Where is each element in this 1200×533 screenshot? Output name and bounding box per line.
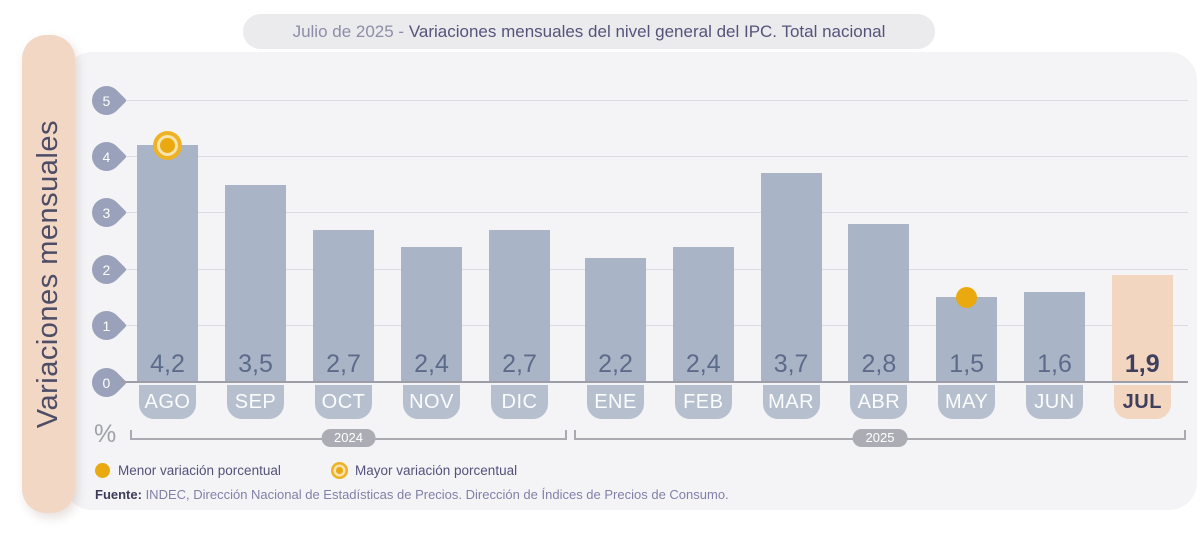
legend-label-max: Mayor variación porcentual [355, 462, 518, 478]
legend-label-min: Menor variación porcentual [118, 462, 281, 478]
month-label-dic: DIC [491, 385, 548, 419]
month-label-nov: NOV [403, 385, 460, 419]
month-label-sep: SEP [227, 385, 284, 419]
gridline-5 [122, 99, 1188, 101]
year-bracket-2024: 2024 [130, 429, 567, 447]
y-tick-label-4: 4 [102, 148, 111, 165]
bar-value-dic: 2,7 [502, 349, 537, 378]
y-tick-3: 3 [85, 192, 128, 234]
bar-value-nov: 2,4 [414, 349, 449, 378]
year-label-2024: 2024 [321, 429, 376, 447]
bar-may: 1,5 [936, 297, 998, 382]
x-axis-line [122, 381, 1188, 383]
source-text: INDEC, Dirección Nacional de Estadística… [141, 487, 729, 502]
gridline-1 [122, 325, 1188, 327]
legend-item-min: Menor variación porcentual [95, 462, 281, 478]
bar-value-jun: 1,6 [1037, 349, 1072, 378]
bar-jun: 1,6 [1024, 291, 1085, 382]
source-label: Fuente: [95, 487, 142, 502]
bar-jul: 1,9 [1111, 274, 1173, 382]
percent-symbol: % [94, 420, 117, 448]
gridline-3 [122, 212, 1188, 214]
month-label-oct: OCT [315, 385, 372, 419]
month-label-jul: JUL [1113, 385, 1171, 419]
bar-value-abr: 2,8 [861, 349, 897, 378]
min-variation-marker [956, 286, 978, 308]
month-label-feb: FEB [674, 385, 732, 419]
title-main: Variaciones mensuales del nivel general … [408, 21, 886, 41]
bar-value-ene: 2,2 [598, 349, 633, 378]
max-variation-legend-icon [336, 466, 343, 474]
bar-value-oct: 2,7 [326, 349, 361, 378]
month-label-may: MAY [938, 385, 996, 419]
year-bracket-2025: 2025 [574, 429, 1186, 447]
year-label-2025: 2025 [852, 429, 908, 447]
y-tick-label-0: 0 [102, 373, 111, 390]
min-variation-legend-icon [95, 462, 110, 478]
month-label-ene: ENE [587, 385, 644, 419]
bar-value-sep: 3,5 [238, 349, 273, 378]
title-period: Julio de 2025 - [292, 21, 409, 41]
bar-sep: 3,5 [225, 184, 286, 382]
y-tick-label-3: 3 [102, 204, 111, 221]
source-note: Fuente: INDEC, Dirección Nacional de Est… [95, 487, 729, 502]
month-label-abr: ABR [850, 385, 908, 419]
chart-title: Julio de 2025 - Variaciones mensuales de… [243, 14, 935, 49]
bar-value-jul: 1,9 [1124, 349, 1160, 378]
legend-item-max: Mayor variación porcentual [332, 462, 517, 478]
y-tick-5: 5 [85, 79, 128, 121]
month-label-ago: AGO [139, 385, 196, 419]
bar-ene: 2,2 [585, 257, 646, 382]
month-label-jun: JUN [1026, 385, 1083, 419]
bar-mar: 3,7 [760, 173, 822, 382]
bar-value-ago: 4,2 [150, 349, 185, 378]
y-tick-label-1: 1 [102, 317, 111, 334]
y-tick-label-5: 5 [102, 91, 111, 108]
bar-dic: 2,7 [489, 229, 550, 382]
bar-value-feb: 2,4 [685, 349, 721, 378]
y-tick-4: 4 [85, 135, 128, 177]
max-variation-marker [160, 137, 175, 153]
bar-value-mar: 3,7 [773, 349, 809, 378]
y-tick-0: 0 [85, 361, 128, 403]
y-tick-2: 2 [85, 248, 128, 290]
gridline-4 [122, 155, 1188, 157]
gridline-2 [122, 268, 1188, 270]
bar-nov: 2,4 [401, 246, 462, 382]
bar-abr: 2,8 [848, 224, 910, 382]
bar-value-may: 1,5 [949, 349, 985, 378]
bar-feb: 2,4 [672, 246, 734, 382]
y-tick-label-2: 2 [102, 261, 111, 278]
y-axis-title-panel: Variaciones mensuales [22, 35, 75, 513]
month-label-mar: MAR [762, 385, 820, 419]
bar-oct: 2,7 [313, 229, 374, 382]
y-tick-1: 1 [85, 305, 128, 347]
bar-ago: 4,2 [137, 145, 198, 382]
